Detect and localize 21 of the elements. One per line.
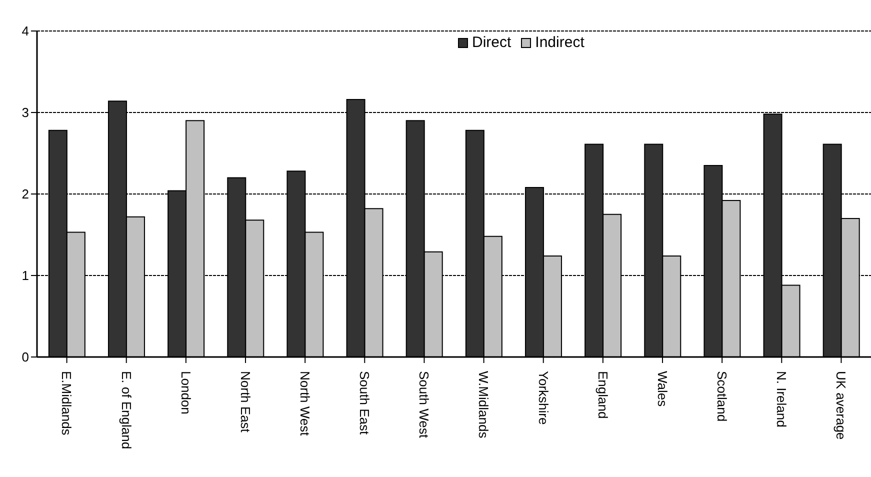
x-tick-label: W.Midlands	[476, 371, 492, 439]
x-tick-label: South East	[357, 371, 372, 435]
y-tick-label: 2	[22, 186, 29, 202]
x-tick-label: UK average	[834, 371, 849, 440]
x-tick-label: North East	[238, 371, 253, 433]
x-tick-label: Wales	[654, 371, 670, 408]
legend-label: Direct	[471, 34, 512, 51]
x-tick-label: Scotland	[714, 371, 730, 422]
y-tick-label: 4	[22, 24, 29, 39]
y-tick-label: 3	[22, 105, 29, 120]
x-tick-label: E. of England	[118, 371, 134, 450]
x-tick-label: E.Midlands	[59, 371, 74, 436]
x-tick-label: South West	[416, 371, 432, 438]
x-tick-label: England	[595, 371, 610, 419]
x-tick-label: N. Ireland	[774, 371, 790, 428]
x-tick-label: London	[178, 371, 194, 414]
x-tick-label: Yorkshire	[536, 371, 551, 425]
x-tick-label: North West	[298, 371, 313, 436]
y-tick-label: 0	[22, 350, 29, 365]
legend-label: Indirect	[534, 34, 584, 51]
y-tick-label: 1	[22, 268, 29, 284]
